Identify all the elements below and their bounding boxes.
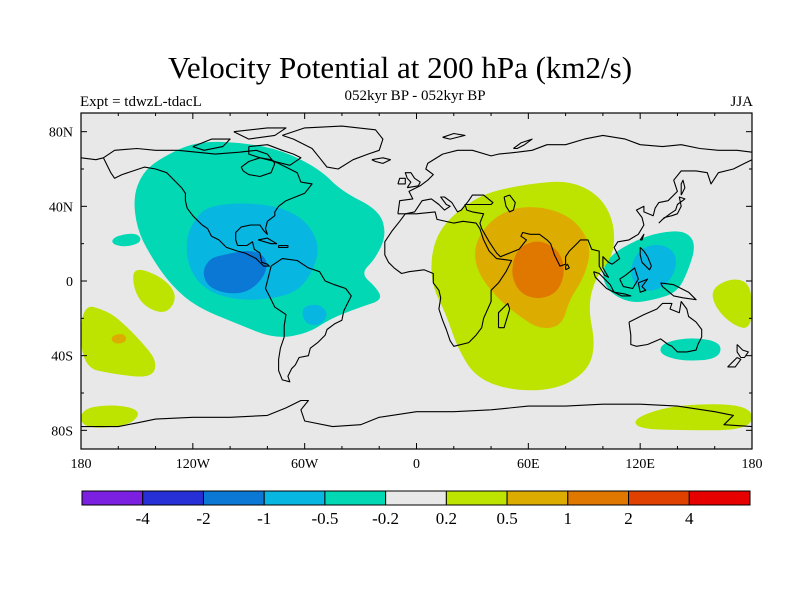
- coastline-segment-27: [233, 127, 287, 140]
- colorbar-label: -4: [136, 509, 151, 528]
- colorbar-swatch: [81, 490, 144, 506]
- contour-region-14: [81, 405, 138, 428]
- colorbar-label: 4: [685, 509, 694, 528]
- contour-region-16: [712, 279, 752, 328]
- lat-tick-label: 80N: [49, 126, 73, 141]
- coastline-segment-32: [680, 179, 686, 196]
- season-label: JJA: [730, 94, 753, 110]
- coastlines: [81, 125, 752, 428]
- colorbar-label: -0.2: [372, 509, 399, 528]
- colorbar-label: -2: [196, 509, 210, 528]
- coastline-segment-20: [727, 357, 742, 368]
- coastline-segment-4: [397, 134, 752, 214]
- contour-region-10: [512, 241, 564, 299]
- experiment-label: Expt = tdwzL-tdacL: [80, 94, 202, 110]
- coastline-segment-3: [384, 211, 513, 347]
- coastline-segment-5: [81, 157, 104, 161]
- contour-region-7: [112, 233, 141, 247]
- coastline-segment-13: [619, 267, 639, 290]
- coastline-segment-30: [565, 263, 570, 271]
- coastline-segment-28: [442, 132, 466, 140]
- colorbar-label: -1: [257, 509, 271, 528]
- coastline-segment-29: [513, 138, 533, 150]
- lat-tick-label: 80S: [51, 424, 73, 439]
- lon-tick-label: 120E: [625, 457, 655, 472]
- contour-region-12: [133, 269, 175, 312]
- chart-subtitle: 052kyr BP - 052kyr BP: [344, 88, 486, 104]
- colorbar-swatch: [324, 490, 387, 506]
- lat-tick-label: 0: [66, 275, 73, 290]
- colorbar-label: 1: [564, 509, 573, 528]
- coastline-segment-31: [639, 233, 645, 241]
- coastline-segment-9: [404, 172, 421, 189]
- contour-region-2: [203, 251, 267, 294]
- coastline-segment-25: [248, 144, 302, 166]
- colorbar-swatch: [506, 490, 569, 506]
- colorbar-label: 0.2: [436, 509, 457, 528]
- coastline-segment-1: [282, 125, 384, 170]
- colorbar-swatch: [142, 490, 204, 506]
- colorbar-swatch: [385, 490, 447, 506]
- colorbar-label: 2: [624, 509, 633, 528]
- lat-tick-label: 40S: [51, 350, 73, 365]
- coastline-segment-7: [503, 194, 516, 213]
- lat-tick-label: 40N: [49, 200, 73, 215]
- colorbar-swatch: [445, 490, 508, 506]
- coastline-segment-6: [397, 159, 752, 278]
- contour-region-6: [660, 338, 721, 361]
- lon-tick-label: 60W: [291, 457, 319, 472]
- contour-region-15: [635, 404, 752, 431]
- coastline-segment-18: [628, 300, 703, 353]
- coastline-segment-11: [497, 302, 511, 329]
- lon-tick-label: 60E: [517, 457, 540, 472]
- coastline-segment-19: [736, 344, 749, 359]
- colorbar-swatch: [567, 490, 630, 506]
- coastline-segment-22: [371, 157, 391, 164]
- colorbar: -4 -2 -1 -0.5 -0.2 0.2 0.5 1 2 4: [81, 490, 751, 528]
- contour-region-3: [302, 304, 327, 326]
- coastline-segment-0: [102, 147, 313, 267]
- axis-ticks: 180 120W 60W 0 60E 120E 180 80N 40N 0 40S 80S: [49, 113, 763, 472]
- colorbar-swatch: [202, 490, 265, 506]
- lon-tick-label: 180: [71, 457, 92, 472]
- colorbar-swatch: [263, 490, 326, 506]
- coastline-segment-23: [257, 237, 278, 245]
- coastline-segment-24: [278, 244, 289, 248]
- colorbar-label: -0.5: [311, 509, 338, 528]
- contour-region-5: [631, 245, 676, 291]
- coastline-segment-2: [264, 258, 352, 383]
- colorbar-swatch: [688, 490, 751, 506]
- coastline-segment-17: [639, 247, 652, 271]
- colorbar-swatch: [628, 490, 690, 506]
- chart-title: Velocity Potential at 200 hPa (km2/s): [167, 50, 633, 85]
- coastline-segment-8: [658, 196, 686, 224]
- coastline-segment-21: [81, 399, 752, 428]
- coastline-segment-26: [192, 138, 231, 151]
- contour-region-13: [111, 334, 127, 344]
- coastline-segment-10: [397, 177, 406, 185]
- coastline-segment-14: [613, 291, 632, 297]
- lon-tick-label: 180: [742, 457, 763, 472]
- coastline-segment-15: [660, 282, 697, 301]
- lon-tick-label: 120W: [176, 457, 211, 472]
- colorbar-label: 0.5: [496, 509, 517, 528]
- coastline-segment-16: [637, 278, 649, 293]
- lon-tick-label: 0: [413, 457, 420, 472]
